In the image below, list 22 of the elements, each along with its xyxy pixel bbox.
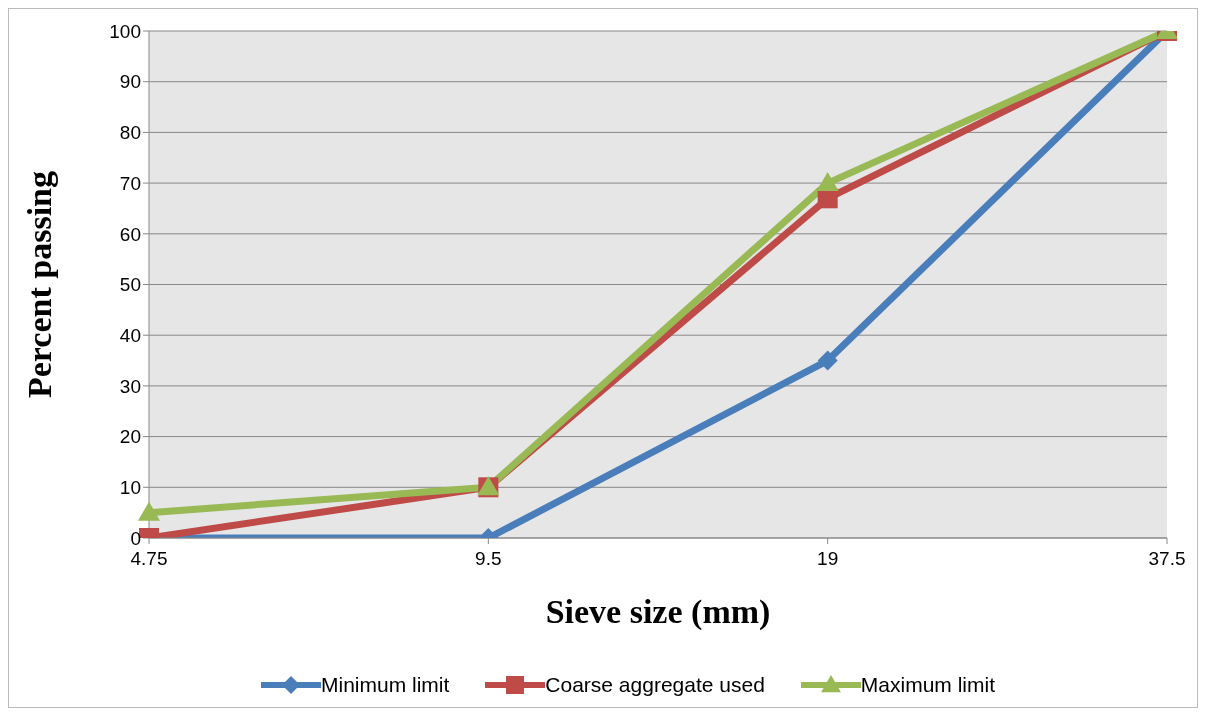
y-tick-label: 50	[119, 274, 141, 296]
y-tick-label: 80	[119, 122, 141, 144]
legend-label: Coarse aggregate used	[545, 673, 765, 697]
legend-label: Minimum limit	[321, 673, 450, 697]
y-axis-title: Percent passing	[21, 171, 59, 398]
y-tick-label: 90	[119, 71, 141, 93]
x-tick-label: 9.5	[475, 548, 502, 570]
y-tick-label: 10	[119, 477, 141, 499]
x-tick-label: 19	[817, 548, 839, 570]
x-tick-label: 4.75	[130, 548, 168, 570]
x-tick-label: 37.5	[1148, 548, 1186, 570]
y-tick-label: 20	[119, 426, 141, 448]
y-tick-label: 40	[119, 324, 141, 346]
x-axis-title: Sieve size (mm)	[545, 593, 771, 631]
y-tick-label: 30	[119, 375, 141, 397]
y-tick-label: 0	[130, 527, 141, 549]
point	[817, 350, 838, 371]
y-tick-label: 100	[109, 20, 141, 42]
y-tick-label: 70	[119, 172, 141, 194]
point	[138, 501, 160, 521]
y-tick-label: 60	[119, 223, 141, 245]
legend-label: Maximum limit	[860, 673, 995, 697]
